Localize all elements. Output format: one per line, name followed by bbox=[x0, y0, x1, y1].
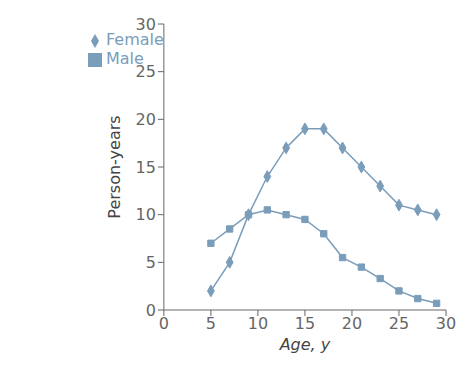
html-text:Male: Male bbox=[106, 49, 144, 68]
svg-text:25: 25 bbox=[389, 314, 409, 333]
svg-text:10: 10 bbox=[248, 314, 268, 333]
svg-text:5: 5 bbox=[206, 314, 216, 333]
svg-text:15: 15 bbox=[136, 158, 156, 177]
svg-text:10: 10 bbox=[136, 205, 156, 224]
svg-text:Person-years: Person-years bbox=[105, 115, 124, 218]
svg-text:0: 0 bbox=[146, 301, 156, 320]
html-text:Female: Female bbox=[106, 30, 164, 49]
svg-text:25: 25 bbox=[136, 62, 156, 81]
svg-text:5: 5 bbox=[146, 253, 156, 272]
svg-text:Age, y: Age, y bbox=[279, 335, 331, 354]
svg-text:30: 30 bbox=[436, 314, 456, 333]
svg-text:20: 20 bbox=[136, 110, 156, 129]
svg-text:15: 15 bbox=[295, 314, 315, 333]
svg-text:20: 20 bbox=[342, 314, 362, 333]
svg-text:30: 30 bbox=[136, 15, 156, 34]
svg-text:0: 0 bbox=[159, 314, 169, 333]
